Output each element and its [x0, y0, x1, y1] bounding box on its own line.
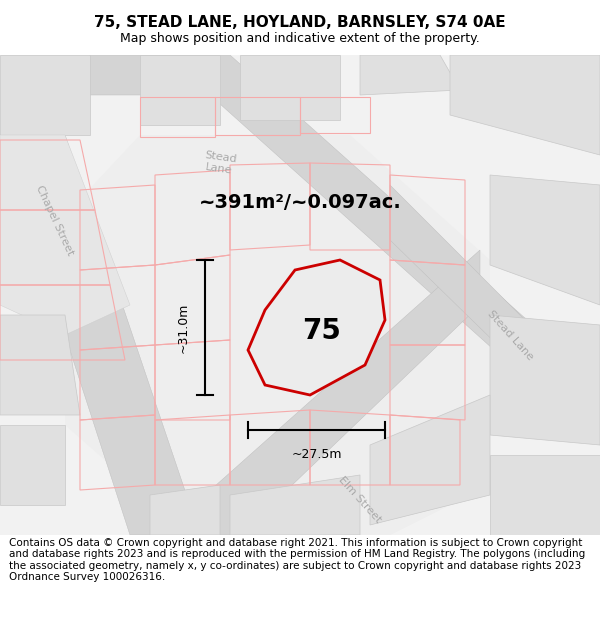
Polygon shape	[230, 475, 360, 535]
Polygon shape	[140, 55, 220, 125]
Polygon shape	[0, 315, 80, 415]
Polygon shape	[0, 425, 65, 505]
Text: 75: 75	[302, 317, 341, 345]
Polygon shape	[150, 485, 220, 535]
Polygon shape	[240, 55, 340, 120]
Polygon shape	[160, 250, 480, 535]
Polygon shape	[0, 55, 90, 135]
Polygon shape	[450, 55, 600, 155]
Polygon shape	[490, 315, 600, 445]
Text: ~31.0m: ~31.0m	[177, 302, 190, 352]
Text: ~391m²/~0.097ac.: ~391m²/~0.097ac.	[199, 194, 401, 213]
Polygon shape	[248, 260, 385, 395]
Polygon shape	[490, 175, 600, 305]
Text: Stead
Lane: Stead Lane	[202, 150, 238, 176]
Polygon shape	[490, 455, 600, 535]
Polygon shape	[0, 135, 130, 335]
Text: Contains OS data © Crown copyright and database right 2021. This information is : Contains OS data © Crown copyright and d…	[9, 538, 585, 582]
Polygon shape	[360, 55, 460, 95]
Polygon shape	[90, 55, 600, 445]
Text: 75, STEAD LANE, HOYLAND, BARNSLEY, S74 0AE: 75, STEAD LANE, HOYLAND, BARNSLEY, S74 0…	[94, 16, 506, 31]
Polygon shape	[390, 185, 600, 445]
Polygon shape	[370, 395, 490, 525]
Text: ~27.5m: ~27.5m	[291, 448, 342, 461]
Text: Elm Street: Elm Street	[337, 475, 383, 525]
Polygon shape	[0, 135, 200, 535]
Text: Chapel Street: Chapel Street	[34, 183, 76, 257]
Polygon shape	[65, 135, 490, 535]
Text: Map shows position and indicative extent of the property.: Map shows position and indicative extent…	[120, 32, 480, 45]
Text: Stead Lane: Stead Lane	[485, 308, 535, 362]
